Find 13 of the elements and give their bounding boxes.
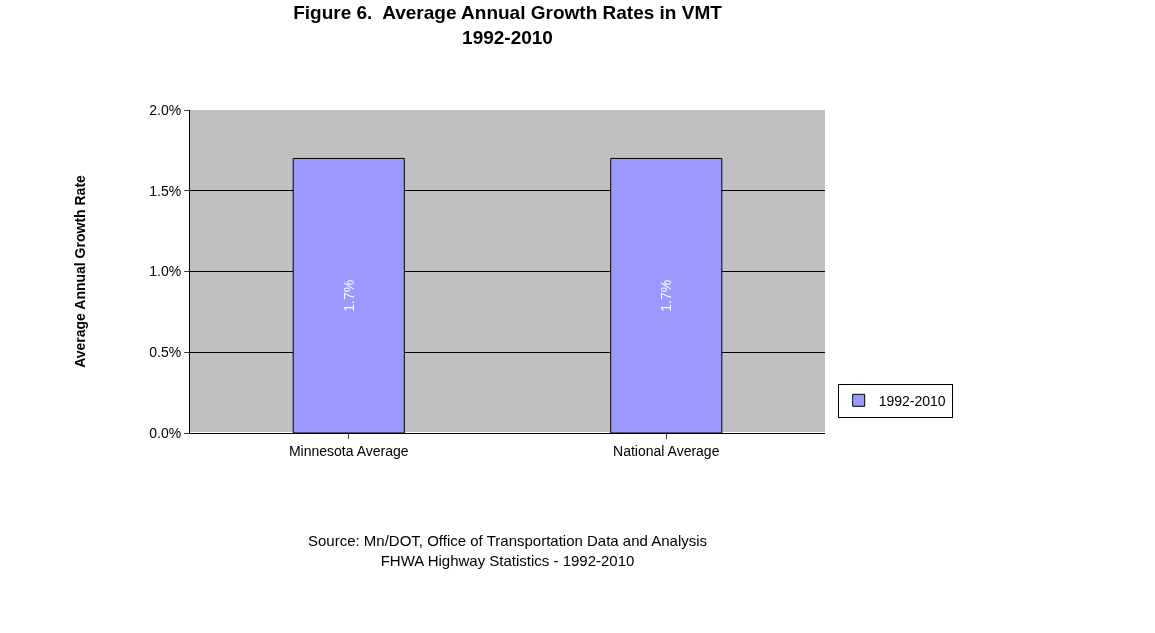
y-tick-label: 1.0%: [149, 263, 182, 280]
y-tick-label: 0.5%: [149, 344, 182, 361]
y-tick-label: 2.0%: [149, 101, 182, 118]
y-axis-title: Average Annual Growth Rate: [71, 174, 88, 368]
source-note: Source: Mn/DOT, Office of Transportation Data and Analysis FHWA Highway Statistics - 1992-2010: [308, 532, 708, 569]
y-tick-label: 0.0%: [149, 424, 182, 441]
data-label: 1.7%: [658, 279, 675, 312]
chart-title: Figure 6. Average Annual Growth Rates in VMT 1992-2010: [293, 1, 723, 48]
x-tick-label: National Average: [613, 442, 720, 459]
data-label: 1.7%: [340, 279, 357, 312]
x-tick-label: Minnesota Average: [288, 442, 409, 459]
y-tick-label: 1.5%: [149, 182, 182, 199]
legend-label: 1992-2010: [878, 392, 946, 409]
